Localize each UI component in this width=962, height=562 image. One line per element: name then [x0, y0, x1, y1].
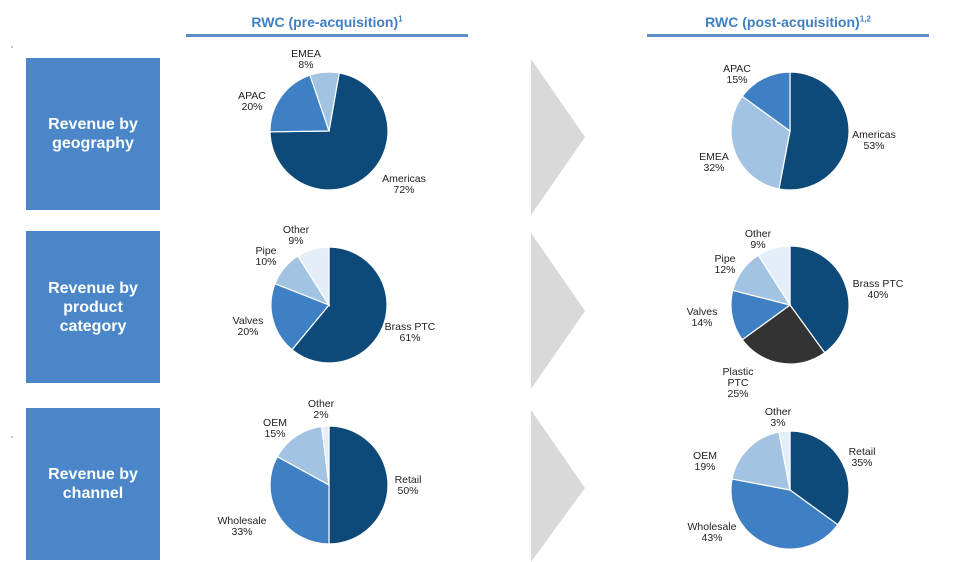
pie-slice-oem [276, 425, 330, 487]
pie-slice-valves [270, 282, 330, 351]
pie-label-emea: EMEA 8% [291, 48, 321, 71]
pie-label-wholesale: Wholesale 43% [687, 521, 736, 544]
pie-slice-brass-ptc [789, 245, 850, 354]
pie-label-oem: OEM 15% [263, 417, 287, 440]
header-pre-label: RWC (pre-acquisition) [251, 14, 399, 30]
pie-slice-oem [731, 431, 791, 491]
arrow-geography [531, 59, 585, 215]
pie-label-valves: Valves 20% [233, 315, 264, 338]
pie-label-other: Other 9% [283, 224, 310, 247]
pie-label-americas: Americas 72% [382, 173, 426, 196]
row-label-text: Revenue by product category [48, 279, 138, 335]
pie-label-apac: APAC 15% [723, 63, 751, 86]
row-label-product-category: Revenue by product category [26, 231, 160, 383]
pie-slice-other [757, 245, 791, 308]
header-post-note: 1,2 [859, 14, 871, 24]
header-pre-acquisition: RWC (pre-acquisition)1 [186, 10, 468, 37]
pie-slice-apac [741, 71, 791, 133]
pie-label-other: Other 3% [765, 406, 792, 429]
pie-slice-wholesale [730, 478, 839, 550]
pie-slice-emea [309, 71, 340, 132]
pie-slice-other [297, 246, 330, 308]
pie-label-emea: EMEA 32% [699, 151, 729, 174]
pie-slice-other [320, 425, 330, 486]
pie-slice-wholesale [269, 455, 330, 545]
pie-slice-other [778, 430, 791, 491]
pie-label-other: Other 9% [745, 228, 772, 251]
pie-label-pipe: Pipe 10% [255, 245, 276, 268]
pie-label-retail: Retail 50% [395, 474, 422, 497]
edge-dot [11, 46, 13, 48]
arrow-product-category [531, 233, 585, 389]
pie-slice-retail [328, 425, 389, 545]
row-label-channel: Revenue by channel [26, 408, 160, 560]
pie-label-plastic-ptc: Plastic PTC 25% [723, 366, 754, 400]
pie-label-retail: Retail 35% [849, 446, 876, 469]
header-post-acquisition: RWC (post-acquisition)1,2 [647, 10, 929, 37]
pie-slice-brass-ptc [291, 246, 388, 364]
pie-label-valves: Valves 14% [687, 306, 718, 329]
arrow-channel [531, 410, 585, 562]
row-label-geography: Revenue by geography [26, 58, 160, 210]
pie-label-wholesale: Wholesale 33% [217, 515, 266, 538]
pie-slice-valves [730, 289, 792, 341]
pie-label-oem: OEM 19% [693, 450, 717, 473]
header-post-label: RWC (post-acquisition) [705, 14, 860, 30]
pie-slice-plastic-ptc [741, 304, 826, 365]
pie-label-other: Other 2% [308, 398, 335, 421]
pie-label-apac: APAC 20% [238, 90, 266, 113]
pie-label-americas: Americas 53% [852, 129, 896, 152]
pie-slice-retail [789, 430, 850, 526]
row-label-text: Revenue by channel [48, 466, 138, 502]
pie-slice-emea [730, 95, 791, 190]
pie-slice-americas [778, 71, 850, 191]
pie-label-pipe: Pipe 12% [714, 253, 735, 276]
pie-label-brass-ptc: Brass PTC 61% [385, 321, 436, 344]
pie-label-brass-ptc: Brass PTC 40% [853, 278, 904, 301]
header-pre-note: 1 [398, 14, 403, 24]
edge-dot [11, 436, 13, 438]
row-label-text: Revenue by geography [48, 116, 138, 152]
